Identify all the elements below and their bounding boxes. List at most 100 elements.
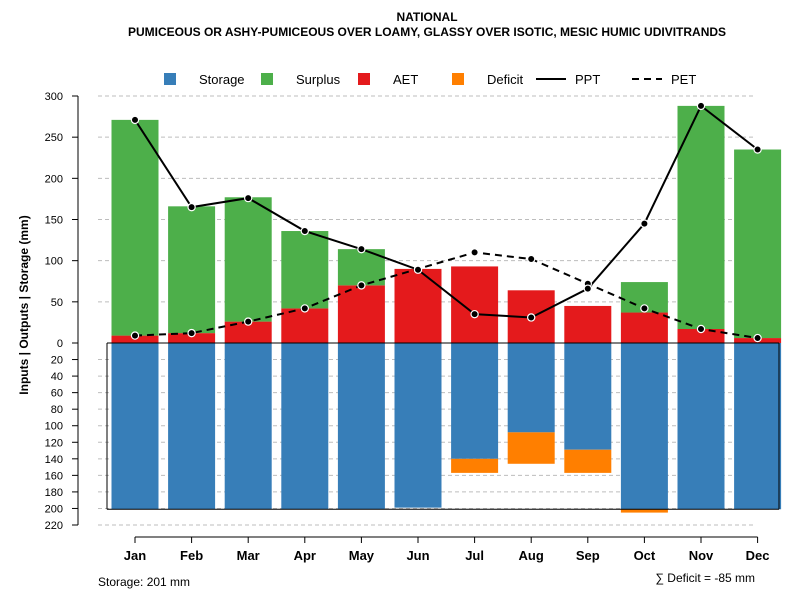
legend-swatch bbox=[164, 73, 176, 85]
pet-point bbox=[357, 281, 366, 290]
ppt-point bbox=[470, 309, 479, 319]
x-tick-label: Oct bbox=[634, 548, 656, 563]
y-tick-label: 40 bbox=[51, 371, 63, 383]
storage-bar bbox=[451, 343, 499, 459]
pet-point bbox=[300, 304, 309, 313]
legend-label: PPT bbox=[575, 72, 600, 87]
storage-bar bbox=[111, 343, 159, 510]
y-tick-label: 50 bbox=[51, 297, 63, 309]
ppt-point bbox=[640, 219, 649, 228]
chart-legend: Storage Surplus AET Deficit PPT PET bbox=[164, 72, 696, 87]
x-tick-label: May bbox=[349, 548, 375, 563]
pet-point bbox=[243, 317, 253, 326]
x-tick-label: Sep bbox=[576, 548, 600, 563]
legend-swatch bbox=[261, 73, 273, 85]
pet-point bbox=[696, 324, 706, 334]
storage-bar bbox=[677, 343, 725, 510]
chart-title: NATIONAL bbox=[396, 10, 457, 24]
legend-label: PET bbox=[671, 72, 696, 87]
deficit-bar bbox=[507, 432, 555, 464]
legend-label: Deficit bbox=[487, 72, 524, 87]
surplus-bar bbox=[677, 105, 725, 330]
x-tick-label: Feb bbox=[180, 548, 203, 563]
storage-bar bbox=[620, 343, 668, 510]
storage-bar bbox=[507, 343, 555, 433]
pet-point bbox=[640, 304, 649, 313]
legend-swatch bbox=[358, 73, 370, 85]
x-tick-label: Apr bbox=[294, 548, 316, 563]
y-tick-label: 100 bbox=[45, 256, 63, 268]
pet-point bbox=[527, 254, 536, 264]
surplus-bar bbox=[734, 149, 782, 339]
lines-layer bbox=[106, 101, 780, 510]
bars-layer bbox=[111, 105, 782, 513]
y-axis-label: Inputs | Outputs | Storage (mm) bbox=[17, 215, 31, 394]
y-tick-label: 300 bbox=[45, 91, 63, 103]
y-tick-label: 120 bbox=[45, 437, 63, 449]
aet-bar bbox=[677, 329, 725, 343]
pet-point bbox=[753, 333, 762, 343]
storage-bar bbox=[337, 343, 385, 510]
storage-bar bbox=[224, 343, 272, 510]
y-tick-label: 80 bbox=[51, 404, 63, 416]
y-tick-label: 140 bbox=[45, 454, 63, 466]
x-tick-label: Nov bbox=[689, 548, 714, 563]
y-tick-label: 150 bbox=[45, 215, 63, 227]
legend-swatch bbox=[452, 73, 464, 85]
y-tick-label: 0 bbox=[57, 338, 63, 350]
ppt-point bbox=[187, 202, 196, 212]
x-tick-label: Mar bbox=[237, 548, 260, 563]
surplus-bar bbox=[111, 119, 159, 336]
ppt-point bbox=[583, 284, 593, 293]
x-tick-label: Dec bbox=[746, 548, 770, 563]
deficit-footer: ∑ Deficit = -85 mm bbox=[655, 571, 755, 585]
aet-bar bbox=[564, 305, 612, 343]
pet-line bbox=[134, 251, 758, 340]
aet-bar bbox=[281, 308, 329, 343]
storage-bar bbox=[734, 343, 782, 510]
y-tick-label: 60 bbox=[51, 388, 63, 400]
storage-bar bbox=[564, 343, 612, 450]
deficit-bar bbox=[451, 458, 499, 473]
y-tick-label: 250 bbox=[45, 132, 63, 144]
ppt-point bbox=[300, 226, 309, 236]
axes-layer: 0 50 100 150 200 250 300 20 40 60 80 100 120 140 160 18… bbox=[45, 91, 770, 563]
x-tick-label: Jan bbox=[124, 548, 146, 563]
y-tick-label: 200 bbox=[45, 173, 63, 185]
legend-label: Surplus bbox=[296, 72, 341, 87]
y-tick-label: 220 bbox=[45, 520, 63, 532]
ppt-point bbox=[357, 244, 366, 254]
legend-label: AET bbox=[393, 72, 418, 87]
aet-bar bbox=[620, 312, 668, 343]
ppt-point bbox=[243, 193, 253, 203]
ppt-point bbox=[696, 101, 706, 111]
storage-footer: Storage: 201 mm bbox=[98, 575, 190, 589]
ppt-point bbox=[413, 265, 423, 274]
pet-point bbox=[187, 328, 196, 338]
y-tick-label: 160 bbox=[45, 470, 63, 482]
aet-bar bbox=[451, 266, 499, 343]
surplus-bar bbox=[168, 206, 216, 334]
legend-label: Storage bbox=[199, 72, 245, 87]
surplus-bar bbox=[281, 231, 329, 309]
storage-bar bbox=[281, 343, 329, 510]
aet-bar bbox=[337, 285, 385, 343]
ppt-point bbox=[753, 145, 762, 154]
deficit-bar bbox=[564, 449, 612, 473]
pet-point bbox=[130, 331, 140, 340]
x-tick-label: Jul bbox=[465, 548, 484, 563]
aet-bar bbox=[168, 333, 216, 343]
storage-bar bbox=[394, 343, 442, 508]
x-tick-label: Jun bbox=[406, 548, 429, 563]
pet-point bbox=[470, 248, 479, 257]
x-tick-label: Aug bbox=[519, 548, 544, 563]
y-tick-label: 200 bbox=[45, 503, 63, 515]
y-tick-label: 180 bbox=[45, 487, 63, 499]
ppt-point bbox=[130, 115, 140, 125]
deficit-bar bbox=[620, 509, 668, 513]
ppt-point bbox=[527, 313, 536, 322]
y-tick-label: 100 bbox=[45, 421, 63, 433]
surplus-bar bbox=[224, 197, 272, 322]
y-tick-label: 20 bbox=[51, 355, 63, 367]
